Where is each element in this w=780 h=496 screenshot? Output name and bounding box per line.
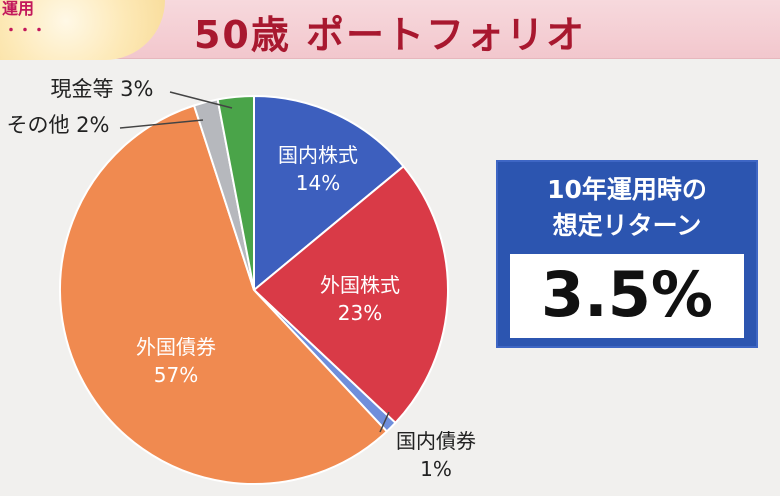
pie-slice [253,94,405,293]
slice-name-label: 外国株式 [320,273,400,297]
slice-value-label: 14% [296,171,340,195]
slice-value-label: 23% [338,301,382,325]
slice-value-label: 57% [154,363,198,387]
expected-return-title-line1: 10年運用時の [547,175,707,204]
expected-return-value: 3.5% [541,258,713,331]
slice-name-label: 国内株式 [278,143,358,167]
pie-slice [216,94,255,291]
expected-return-panel: 10年運用時の 想定リターン 3.5% [496,160,758,348]
slice-name-label: 国内債券 [396,429,476,453]
callout-line [379,411,390,433]
corner-badge: 運用 ・・・ [0,0,165,60]
slice-name-label: 外国債券 [136,335,216,359]
expected-return-title: 10年運用時の 想定リターン [498,172,756,244]
slice-label: 現金等 3% [51,77,154,101]
page-title: 50歳 ポートフォリオ [193,13,587,57]
expected-return-title-line2: 想定リターン [552,211,702,240]
slice-label: その他 2% [7,113,110,137]
badge-text: 運用 [2,0,35,18]
slice-value-label: 1% [420,457,452,481]
pie-slice [252,164,449,425]
expected-return-value-box: 3.5% [510,254,744,338]
badge-dots: ・・・ [4,23,46,39]
callout-line [169,91,233,109]
callout-line [119,119,204,129]
pie-slice [58,104,389,485]
